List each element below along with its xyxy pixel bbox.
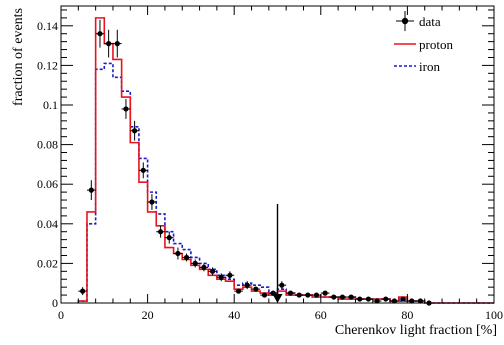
data-point — [140, 167, 146, 173]
data-point — [244, 282, 250, 288]
iron-histogram — [77, 62, 494, 304]
data-point — [391, 298, 398, 304]
x-tick-label: 80 — [401, 308, 413, 322]
data-point — [209, 268, 216, 274]
data-point — [183, 254, 190, 261]
legend-data-label: data — [419, 14, 441, 29]
y-axis-title: fraction of events — [11, 8, 26, 106]
data-point — [149, 199, 155, 205]
axes: 0 20 40 60 80 100 0 0.02 0.04 0.06 0.08 0.1 0.12 0.14 — [37, 5, 503, 322]
data-point — [192, 260, 198, 266]
data-point — [175, 250, 181, 257]
data-point — [227, 272, 233, 278]
data-point — [313, 292, 320, 298]
data-point — [166, 235, 172, 241]
data-point — [279, 282, 285, 288]
data-point — [374, 298, 380, 304]
data-point — [296, 292, 302, 298]
legend-proton-label: proton — [419, 37, 453, 52]
y-tick-label: 0.06 — [37, 177, 58, 191]
data-point — [417, 298, 423, 304]
y-tick-label: 0.02 — [37, 256, 58, 270]
data-point — [123, 106, 129, 112]
data-point — [80, 288, 86, 294]
data-point — [409, 298, 415, 304]
data-point — [400, 296, 406, 302]
data-point — [88, 187, 94, 193]
data-point — [253, 286, 259, 292]
cut-arrow-head — [272, 294, 283, 303]
data-point — [261, 292, 268, 298]
y-tick-label: 0.04 — [37, 217, 58, 231]
y-tick-label: 0.08 — [37, 138, 58, 152]
x-axis-title: Cherenkov light fraction [%] — [335, 323, 497, 338]
x-tick-label: 100 — [485, 308, 503, 322]
data-point — [218, 274, 224, 280]
data-point — [235, 288, 242, 294]
data-point — [132, 128, 138, 134]
data-point — [357, 296, 363, 302]
legend: data proton iron — [394, 11, 453, 74]
legend-data-marker — [401, 17, 409, 25]
y-tick-label: 0 — [52, 296, 58, 310]
data-point — [339, 294, 346, 300]
plot-frame — [60, 5, 495, 304]
data-point — [365, 296, 372, 302]
data-point — [287, 290, 294, 296]
data-point — [106, 41, 112, 47]
data-point — [201, 264, 207, 270]
data-point — [305, 292, 311, 298]
data-point — [157, 229, 164, 235]
data-point — [114, 41, 120, 47]
y-tick-label: 0.12 — [37, 58, 58, 72]
data-point — [97, 31, 103, 37]
data-point — [331, 294, 337, 300]
legend-iron-label: iron — [419, 59, 440, 74]
y-tick-label: 0.14 — [37, 19, 58, 33]
data-point — [383, 296, 389, 302]
x-tick-label: 40 — [228, 308, 240, 322]
x-tick-label: 20 — [142, 308, 154, 322]
x-tick-label: 60 — [315, 308, 327, 322]
x-tick-label: 0 — [58, 308, 64, 322]
y-tick-label: 0.1 — [43, 98, 58, 112]
data-point — [348, 294, 354, 300]
data-point — [322, 290, 328, 296]
